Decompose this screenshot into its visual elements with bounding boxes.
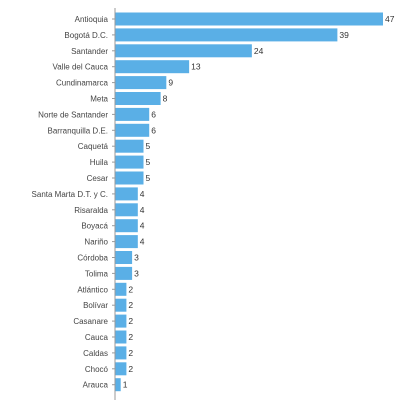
value-label: 4: [140, 237, 145, 247]
category-label: Santander: [71, 47, 108, 56]
bar: [115, 282, 127, 296]
bar: [115, 330, 127, 344]
bar: [115, 123, 150, 137]
category-label: Atlántico: [77, 285, 108, 294]
bar: [115, 155, 144, 169]
category-labels-layer: Antioquia Bogotá D.C. Santander Valle del C…: [32, 15, 115, 390]
category-label: Bogotá D.C.: [64, 31, 108, 40]
value-label: 13: [191, 62, 201, 72]
bar: [115, 171, 144, 185]
value-label: 5: [146, 157, 151, 167]
bar: [115, 107, 150, 121]
category-label: Valle del Cauca: [53, 63, 109, 72]
value-label: 2: [128, 284, 133, 294]
value-label: 5: [146, 141, 151, 151]
value-label: 2: [128, 332, 133, 342]
category-label: Boyacá: [81, 222, 108, 231]
bar: [115, 187, 138, 201]
value-label: 1: [123, 380, 128, 390]
bar: [115, 266, 133, 280]
category-label: Barranquilla D.E.: [48, 126, 108, 135]
bar: [115, 378, 121, 392]
category-label: Cesar: [87, 174, 109, 183]
bar: [115, 76, 167, 90]
bar: [115, 235, 138, 249]
value-label: 6: [151, 125, 156, 135]
value-label: 39: [339, 30, 349, 40]
value-label: 6: [151, 109, 156, 119]
category-label: Cauca: [85, 333, 109, 342]
value-label: 2: [128, 364, 133, 374]
value-label: 2: [128, 348, 133, 358]
bar: [115, 314, 127, 328]
bar: [115, 298, 127, 312]
bar: [115, 28, 338, 42]
bar: [115, 92, 161, 105]
category-label: Bolívar: [83, 301, 108, 310]
category-label: Casanare: [73, 317, 108, 326]
bar: [115, 44, 252, 58]
value-label: 3: [134, 268, 139, 278]
category-label: Nariño: [84, 238, 108, 247]
value-label: 5: [146, 173, 151, 183]
value-label: 2: [128, 300, 133, 310]
bar: [115, 139, 144, 153]
value-label: 24: [254, 46, 264, 56]
category-label: Norte de Santander: [38, 110, 108, 119]
category-label: Córdoba: [77, 254, 108, 263]
value-label: 4: [140, 205, 145, 215]
value-label: 4: [140, 189, 145, 199]
category-label: Antioquia: [75, 15, 109, 24]
bar: [115, 203, 138, 217]
category-label: Risaralda: [74, 206, 108, 215]
bar: [115, 60, 190, 74]
bar: [115, 12, 383, 26]
category-label: Caquetá: [78, 142, 109, 151]
value-label: 2: [128, 316, 133, 326]
bar: [115, 219, 138, 233]
bars-layer: [115, 12, 383, 392]
category-label: Huila: [90, 158, 109, 167]
category-label: Meta: [90, 95, 108, 104]
bar: [115, 362, 127, 376]
category-label: Chocó: [85, 365, 109, 374]
category-label: Tolima: [85, 269, 109, 278]
category-label: Cundinamarca: [56, 79, 109, 88]
category-label: Arauca: [83, 381, 109, 390]
value-label: 47: [385, 14, 395, 24]
bar: [115, 251, 133, 264]
bar: [115, 346, 127, 360]
category-label: Santa Marta D.T. y C.: [32, 190, 108, 199]
value-label: 9: [168, 78, 173, 88]
value-label: 8: [163, 94, 168, 104]
category-label: Caldas: [83, 349, 108, 358]
value-label: 3: [134, 253, 139, 263]
value-label: 4: [140, 221, 145, 231]
